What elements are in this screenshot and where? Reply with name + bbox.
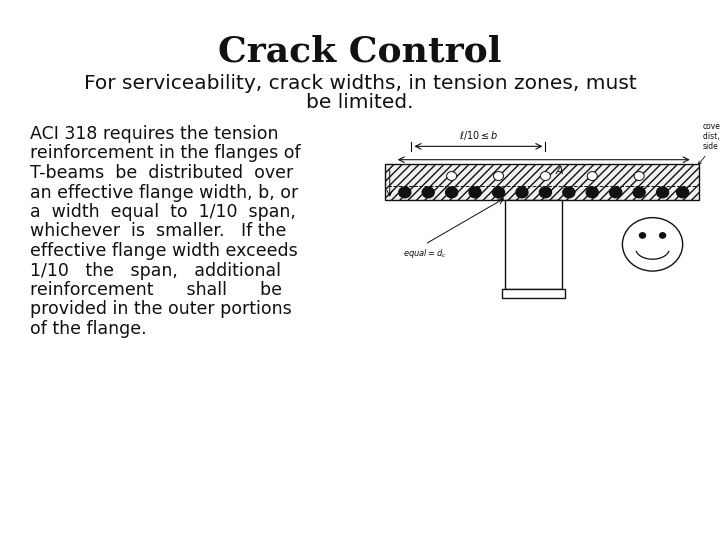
Text: For serviceability, crack widths, in tension zones, must: For serviceability, crack widths, in ten… <box>84 74 636 93</box>
Text: $\ell/10 \leq b$: $\ell/10 \leq b$ <box>459 129 498 142</box>
Circle shape <box>516 187 528 198</box>
Circle shape <box>657 187 669 198</box>
Circle shape <box>639 233 646 238</box>
Text: effective flange width exceeds: effective flange width exceeds <box>30 242 298 260</box>
Bar <box>502 289 565 298</box>
Text: cover
dist, each
side: cover dist, each side <box>698 122 720 164</box>
Text: ACI 318 requires the tension: ACI 318 requires the tension <box>30 125 279 143</box>
Text: be limited.: be limited. <box>306 93 414 112</box>
Circle shape <box>541 172 550 180</box>
Text: whichever  is  smaller.   If the: whichever is smaller. If the <box>30 222 287 240</box>
Text: provided in the outer portions: provided in the outer portions <box>30 300 292 319</box>
Text: T-beams  be  distributed  over: T-beams be distributed over <box>30 164 293 182</box>
Text: an effective flange width, b, or: an effective flange width, b, or <box>30 184 298 201</box>
Text: $\overline{A}$: $\overline{A}$ <box>555 163 566 177</box>
Circle shape <box>469 187 481 198</box>
Text: reinforcement in the flanges of: reinforcement in the flanges of <box>30 145 301 163</box>
Circle shape <box>586 187 598 198</box>
Circle shape <box>446 172 456 180</box>
Circle shape <box>493 172 503 180</box>
Circle shape <box>492 187 505 198</box>
Bar <box>384 164 699 200</box>
Text: of the flange.: of the flange. <box>30 320 147 338</box>
Text: 1/10   the   span,   additional: 1/10 the span, additional <box>30 261 281 280</box>
Text: Crack Control: Crack Control <box>218 35 502 69</box>
Circle shape <box>399 187 411 198</box>
Text: a  width  equal  to  1/10  span,: a width equal to 1/10 span, <box>30 203 296 221</box>
Circle shape <box>588 172 598 180</box>
Circle shape <box>622 218 683 271</box>
Bar <box>505 200 562 289</box>
Circle shape <box>563 187 575 198</box>
Circle shape <box>539 187 552 198</box>
Circle shape <box>610 187 622 198</box>
Circle shape <box>422 187 434 198</box>
Circle shape <box>677 187 689 198</box>
Circle shape <box>660 233 665 238</box>
Circle shape <box>633 187 645 198</box>
Circle shape <box>446 187 458 198</box>
Circle shape <box>634 172 644 180</box>
Text: $equal=d_c$: $equal=d_c$ <box>403 247 447 260</box>
Text: reinforcement      shall      be: reinforcement shall be <box>30 281 282 299</box>
Bar <box>384 164 699 200</box>
